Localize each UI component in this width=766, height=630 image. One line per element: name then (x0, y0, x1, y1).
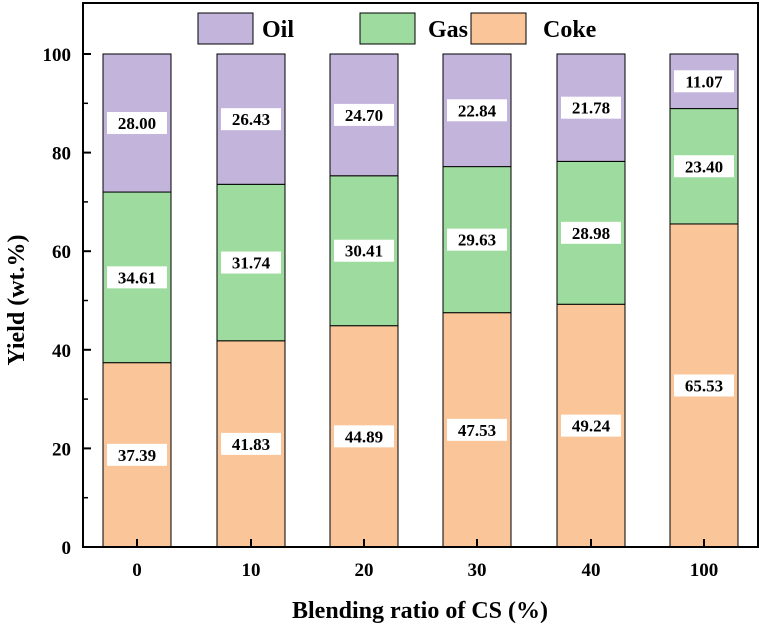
y-tick-label: 20 (52, 439, 71, 460)
plot-frame (82, 2, 759, 548)
x-tick-label: 10 (242, 560, 261, 581)
x-tick-label: 20 (355, 560, 374, 581)
data-label-gas-100: 23.40 (685, 157, 723, 176)
x-axis: 0 10 20 30 40 100 (132, 539, 718, 581)
x-tick-label: 0 (132, 560, 142, 581)
data-label-gas-20: 30.41 (345, 242, 383, 261)
data-label-coke-0: 37.39 (118, 446, 156, 465)
x-tick-label: 100 (690, 560, 719, 581)
data-label-coke-20: 44.89 (345, 427, 383, 446)
data-labels: 37.39 34.61 28.00 41.83 31.74 26.43 44.89 30.41… (107, 70, 734, 466)
legend-label-gas: Gas (428, 17, 468, 43)
legend-label-oil: Oil (262, 17, 294, 43)
data-label-bg (221, 251, 281, 274)
data-label-bg (561, 221, 621, 244)
y-axis-title: Yield (wt.%) (4, 234, 30, 365)
data-label-gas-0: 34.61 (118, 268, 156, 287)
legend-label-coke: Coke (543, 17, 597, 43)
data-label-oil-0: 28.00 (118, 114, 156, 133)
data-label-bg (334, 103, 394, 126)
data-label-bg (447, 99, 507, 122)
y-tick-label: 80 (52, 144, 71, 165)
data-label-bg (561, 96, 621, 119)
legend: Oil Gas Coke (197, 12, 597, 45)
data-label-bg (447, 228, 507, 251)
legend-swatch-coke (470, 12, 527, 45)
y-tick-label: 60 (52, 242, 71, 263)
data-label-coke-30: 47.53 (458, 421, 496, 440)
data-label-bg (674, 374, 734, 397)
data-label-oil-30: 22.84 (458, 101, 497, 120)
data-label-gas-10: 31.74 (232, 254, 271, 273)
data-label-bg (221, 108, 281, 131)
data-label-bg (107, 443, 167, 466)
legend-swatch-oil (197, 12, 254, 45)
data-label-bg (561, 414, 621, 437)
bars (102, 53, 739, 548)
y-tick-label: 100 (43, 45, 72, 66)
data-label-oil-40: 21.78 (572, 99, 610, 118)
data-label-bg (334, 425, 394, 448)
data-label-bg (447, 418, 507, 441)
data-label-coke-40: 49.24 (572, 417, 611, 436)
x-tick-label: 40 (582, 560, 601, 581)
x-axis-title: Blending ratio of CS (%) (292, 598, 548, 624)
data-label-oil-100: 11.07 (685, 72, 723, 91)
data-label-bg (334, 239, 394, 262)
data-label-bg (107, 266, 167, 289)
y-axis: 0 20 40 60 80 100 (43, 45, 91, 559)
data-label-bg (674, 70, 734, 93)
data-label-coke-100: 65.53 (685, 376, 723, 395)
y-tick-label: 0 (62, 538, 72, 559)
data-label-bg (674, 155, 734, 178)
data-label-bg (107, 112, 167, 135)
data-label-gas-40: 28.98 (572, 224, 610, 243)
data-label-bg (221, 432, 281, 455)
data-label-gas-30: 29.63 (458, 231, 496, 250)
data-label-coke-10: 41.83 (232, 435, 270, 454)
y-tick-label: 40 (52, 341, 71, 362)
data-label-oil-20: 24.70 (345, 106, 383, 125)
x-tick-label: 30 (468, 560, 487, 581)
data-label-oil-10: 26.43 (232, 110, 270, 129)
legend-swatch-gas (359, 12, 416, 45)
